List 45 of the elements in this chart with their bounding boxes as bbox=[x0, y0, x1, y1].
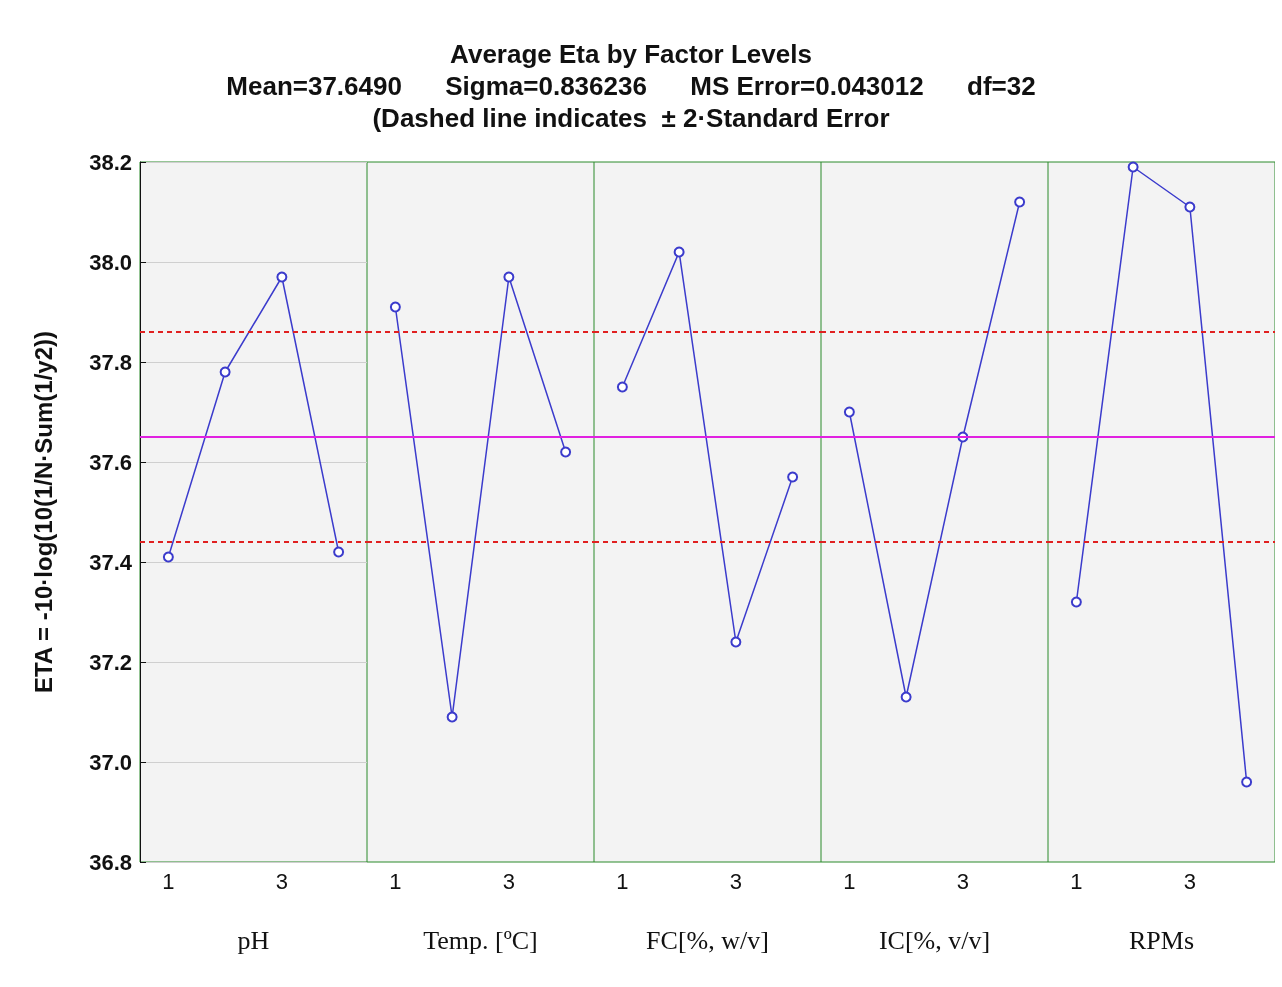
x-tick-label: 3 bbox=[502, 868, 515, 894]
x-tick-label: 3 bbox=[729, 868, 742, 894]
point bbox=[503, 271, 515, 283]
x-tick-label: 1 bbox=[389, 868, 402, 894]
x-tick-label: 3 bbox=[275, 868, 288, 894]
point bbox=[162, 551, 174, 563]
y-tick-label: 36.8 bbox=[89, 849, 132, 875]
y-tick-label: 37.0 bbox=[89, 749, 132, 775]
y-tick-label: 37.8 bbox=[89, 349, 132, 375]
point bbox=[276, 271, 288, 283]
x-axis-title: pH bbox=[237, 925, 270, 955]
text: Average Eta by Factor Levels bbox=[449, 38, 813, 70]
x-axis-title: IC[%, v/v] bbox=[878, 925, 991, 955]
point bbox=[560, 446, 572, 458]
x-axis-title: FC[%, w/v] bbox=[646, 925, 769, 955]
y-axis-title: ETA = -10·log(10(1/N·Sum(1/y2)) bbox=[29, 330, 57, 694]
point bbox=[219, 366, 231, 378]
point bbox=[1241, 776, 1253, 788]
x-tick-label: 3 bbox=[956, 868, 969, 894]
point bbox=[389, 301, 401, 313]
point bbox=[1184, 201, 1196, 213]
point bbox=[1127, 161, 1139, 173]
y-tick-label: 37.6 bbox=[89, 449, 132, 475]
y-tick-label: 38.2 bbox=[89, 149, 132, 175]
point bbox=[843, 406, 855, 418]
x-axis-title: Temp. [ºC] bbox=[423, 925, 538, 955]
point bbox=[730, 636, 742, 648]
point bbox=[673, 246, 685, 258]
point bbox=[787, 471, 799, 483]
x-axis-title: RPMs bbox=[1128, 925, 1195, 955]
point bbox=[333, 546, 345, 558]
x-tick-label: 1 bbox=[162, 868, 175, 894]
y-tick-label: 37.4 bbox=[89, 549, 133, 575]
x-tick-label: 1 bbox=[616, 868, 629, 894]
y-tick-label: 37.2 bbox=[89, 649, 132, 675]
point bbox=[1014, 196, 1026, 208]
x-tick-label: 1 bbox=[843, 868, 856, 894]
text: Mean=37.6490 Sigma=0.836236 MS Error=0.043012 df=32 (Dashed line indicates ± 2·Standard Error bbox=[225, 70, 1037, 134]
x-tick-label: 3 bbox=[1183, 868, 1196, 894]
point bbox=[446, 711, 458, 723]
point bbox=[616, 381, 628, 393]
point bbox=[1070, 596, 1082, 608]
y-tick-label: 38.0 bbox=[89, 249, 132, 275]
x-tick-label: 1 bbox=[1070, 868, 1083, 894]
point bbox=[900, 691, 912, 703]
